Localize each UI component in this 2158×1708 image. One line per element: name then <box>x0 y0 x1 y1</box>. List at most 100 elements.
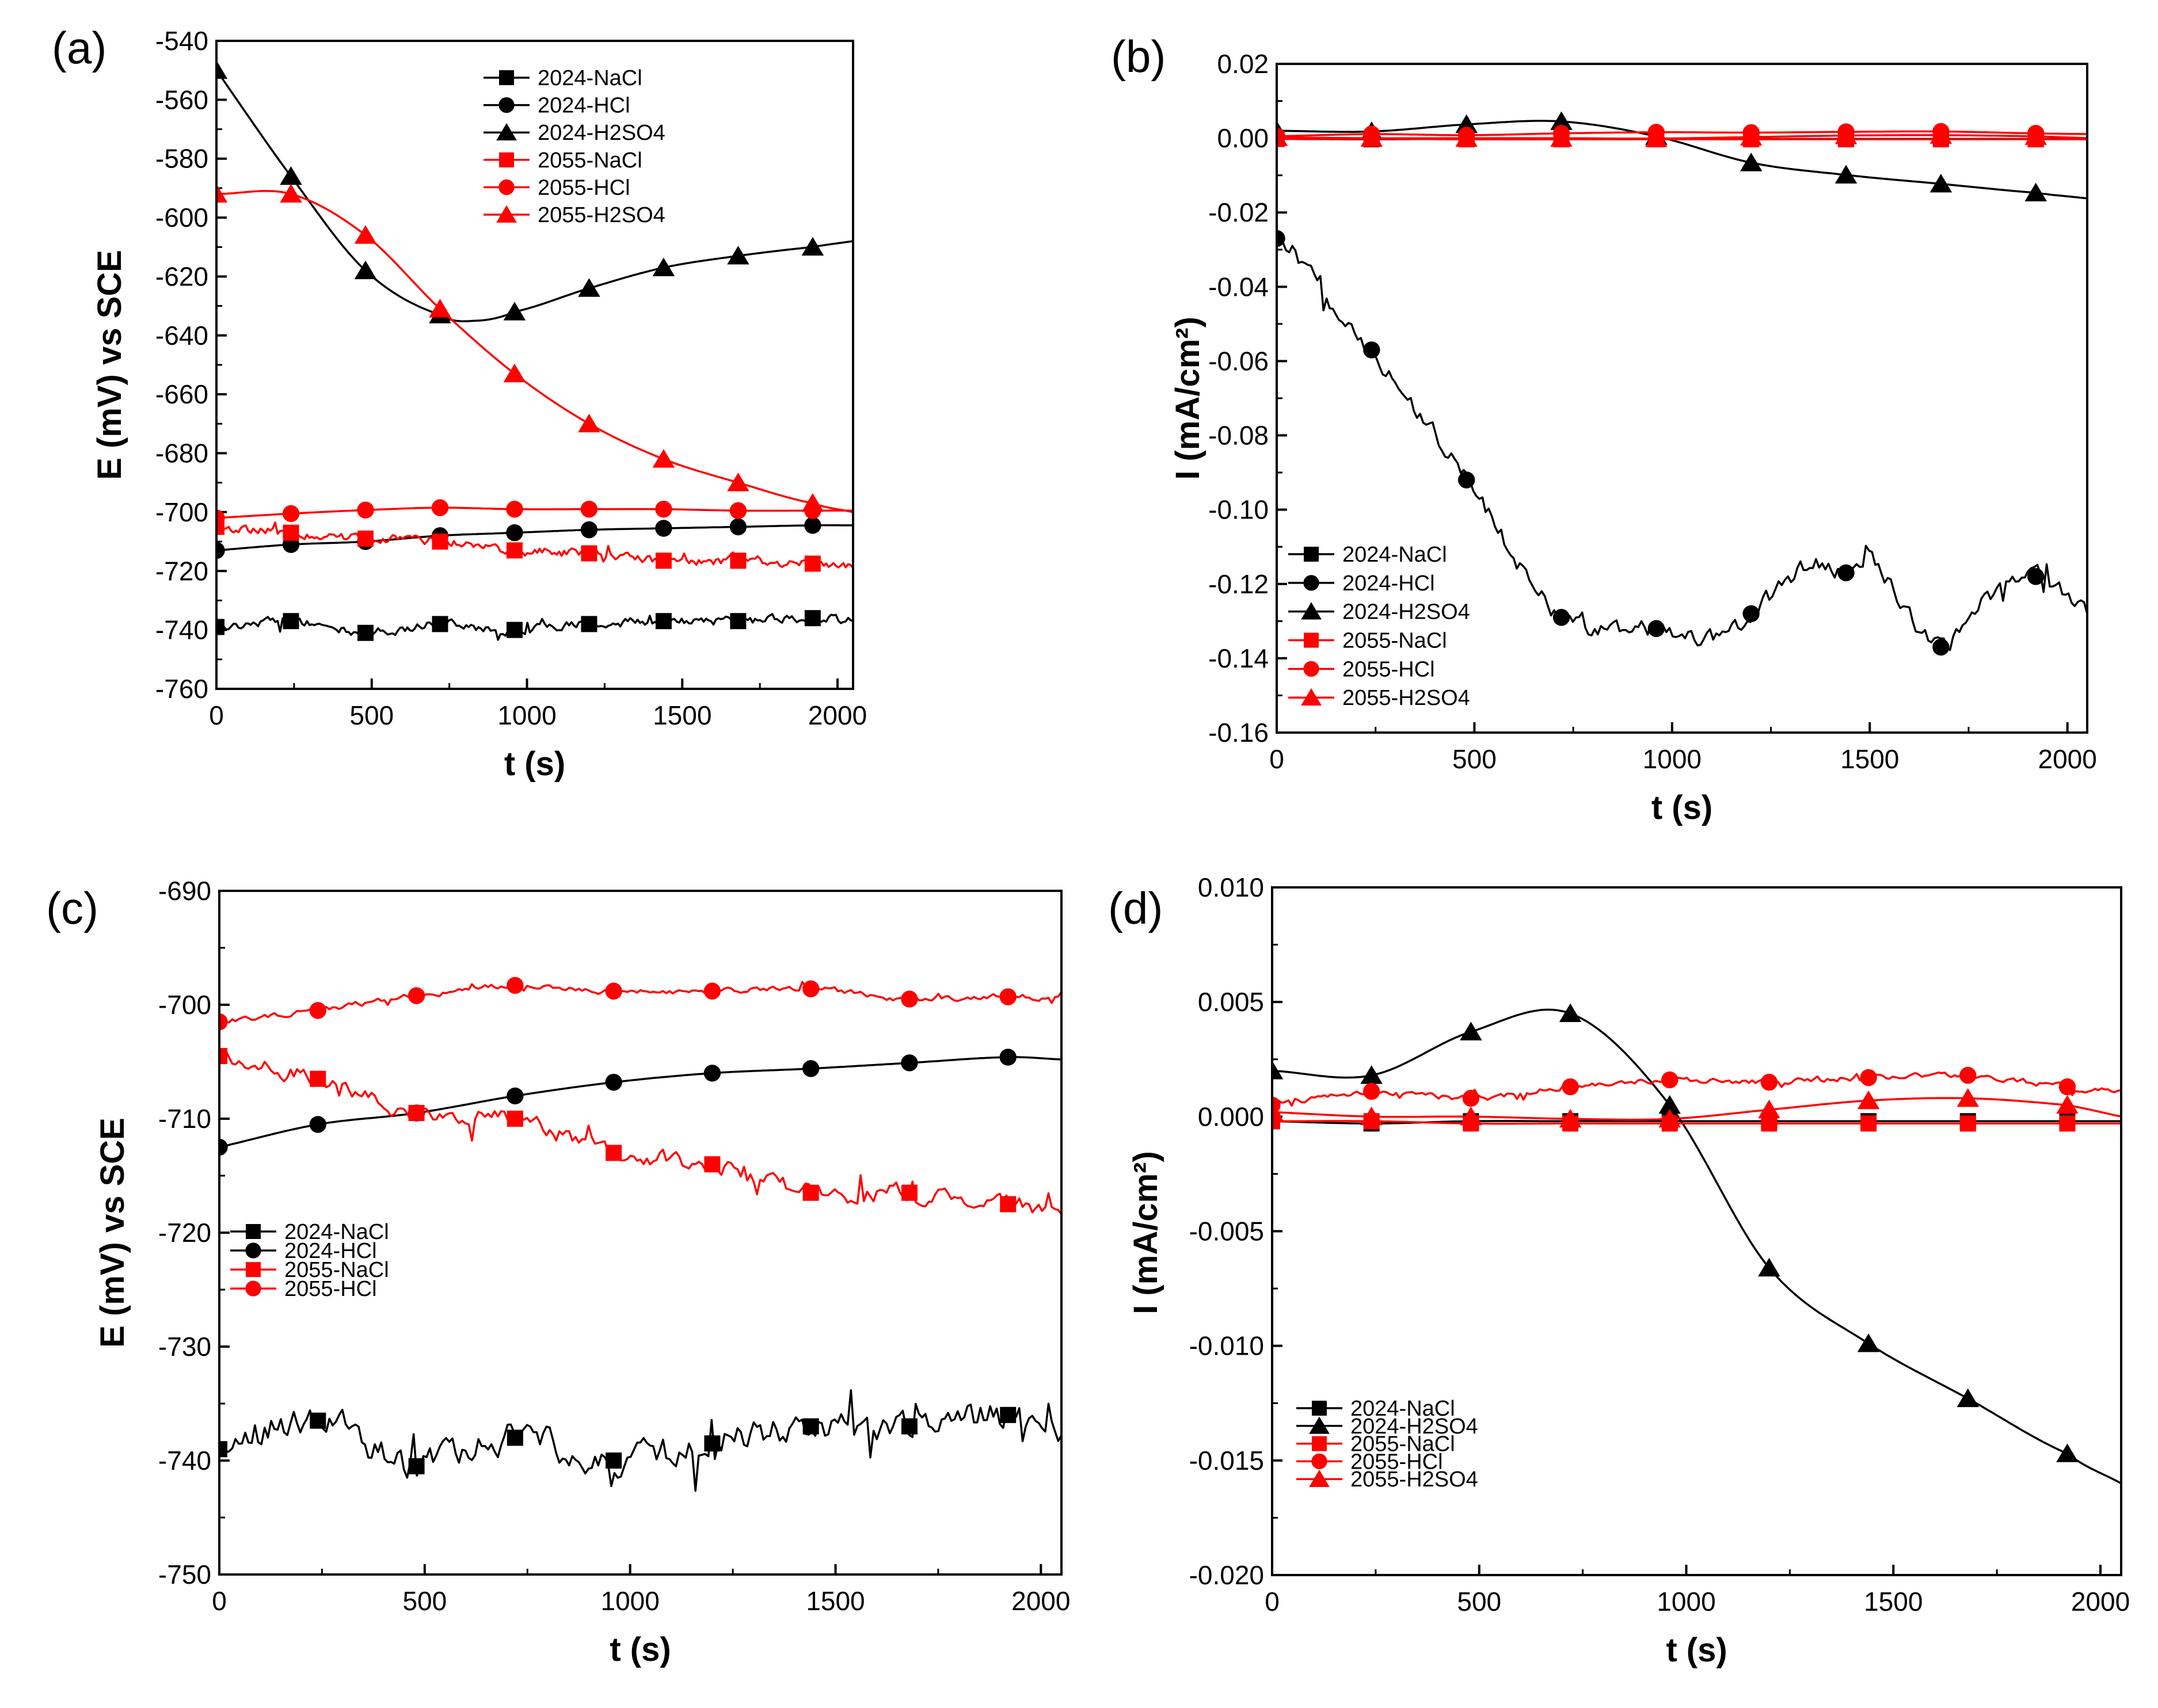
legend-label: 2055-H2SO4 <box>1350 1467 1478 1492</box>
series-line-2055-H2SO4 <box>216 190 853 513</box>
data-point-2024-H2SO4 <box>1957 1388 1980 1408</box>
x-tick-label: 0 <box>209 700 224 730</box>
data-point-2055-HCl <box>2058 1078 2076 1096</box>
data-point-2055-NaCl <box>802 1184 819 1201</box>
legend-marker <box>1303 661 1319 677</box>
legend-item: 2055-HCl <box>230 1277 377 1301</box>
data-point-2055-HCl <box>431 499 449 516</box>
data-point-2055-H2SO4 <box>2024 126 2047 145</box>
legend-label: 2055-HCl <box>538 176 630 200</box>
x-tick-label: 0 <box>1269 744 1284 774</box>
legend-label: 2024-NaCl <box>1342 543 1447 567</box>
x-tick-label: 1000 <box>600 1586 659 1616</box>
data-point-2055-H2SO4 <box>1360 128 1383 147</box>
data-point-2055-NaCl <box>1860 1115 1877 1132</box>
data-point-2024-NaCl <box>802 1418 819 1435</box>
data-point-2024-NaCl <box>581 616 597 632</box>
y-tick-label: -700 <box>155 497 208 527</box>
data-point-2024-NaCl <box>804 610 821 627</box>
y-axis: -750 -740 -730 -720 -710 -700 -690 <box>158 876 230 1589</box>
legend-marker <box>498 179 515 196</box>
legend-marker <box>1301 688 1322 706</box>
panel-d: (d)0 500 1000 1500 2000-0.020-0.015-0.010-0.… <box>1108 872 2130 1669</box>
legend-marker <box>1301 602 1322 620</box>
data-point-2024-HCl <box>1837 564 1855 582</box>
data-point-2055-NaCl <box>901 1184 918 1201</box>
legend-label: 2024-HCl <box>1342 571 1435 596</box>
data-point-2055-HCl <box>901 990 918 1008</box>
data-point-2024-HCl <box>802 1060 820 1077</box>
series-line-2024-H2SO4 <box>1272 1008 2121 1485</box>
y-axis-title: I (mA/cm²) <box>1169 317 1206 480</box>
data-point-2055-NaCl <box>606 1145 622 1161</box>
series-line-2024-H2SO4 <box>1277 120 2087 200</box>
data-point-2055-HCl <box>802 980 820 997</box>
legend-marker <box>1312 1436 1327 1451</box>
series-line-2055-H2SO4 <box>1277 134 2087 140</box>
legend: 2024-NaCl2024-H2SO42055-NaCl2055-HCl2055… <box>1296 1397 1478 1492</box>
y-axis: -0.16 -0.14 -0.12 -0.10 -0.08 -0.06 -0.04 -0.02… <box>1208 49 1287 748</box>
data-point-2055-NaCl <box>283 524 299 541</box>
y-tick-label: -660 <box>155 379 208 409</box>
data-point-2024-NaCl <box>432 616 448 632</box>
data-point-2024-H2SO4 <box>1857 1333 1880 1352</box>
data-point-2024-NaCl <box>655 613 672 630</box>
legend-label: 2024-H2SO4 <box>538 121 665 145</box>
series-group <box>216 60 853 641</box>
legend-item: 2024-HCl <box>230 1239 377 1263</box>
data-point-2024-H2SO4 <box>578 278 600 297</box>
data-point-2055-NaCl <box>2059 1115 2076 1132</box>
legend-label: 2024-H2SO4 <box>1342 600 1470 624</box>
data-point-2055-HCl <box>507 977 524 994</box>
series-line-2055-HCl <box>216 506 853 519</box>
legend-label: 2055-H2SO4 <box>538 203 665 227</box>
data-point-2055-NaCl <box>408 1105 425 1122</box>
plot-frame <box>218 890 1063 1576</box>
y-axis: -760 -740 -720 -700 -680 -660 -640 -620 -600 -580… <box>155 26 227 704</box>
legend: 2024-NaCl 2024-HCl 2024-H2SO4 2055-NaCl 2055… <box>1288 543 1470 710</box>
series-line-2055-HCl <box>219 981 1061 1024</box>
legend: 2024-NaCl 2024-HCl 2024-H2SO4 2055-NaCl 2055… <box>484 66 665 227</box>
x-axis-title: t (s) <box>1651 789 1712 826</box>
y-axis-title: I (mA/cm²) <box>1127 1151 1164 1314</box>
data-point-2024-HCl <box>219 1138 228 1156</box>
legend-item: 2055-H2SO4 <box>1296 1467 1478 1492</box>
panel-c: (c)0 500 1000 1500 2000-750-740-730-720-710-… <box>46 876 1070 1668</box>
y-tick-label: -0.06 <box>1208 346 1269 376</box>
y-tick-label: -0.10 <box>1208 495 1269 525</box>
data-point-2024-HCl <box>1932 638 1950 656</box>
data-point-2024-HCl <box>507 1087 524 1105</box>
data-point-2024-NaCl <box>730 613 747 630</box>
y-tick-label: -680 <box>155 439 208 468</box>
legend-item: 2055-NaCl <box>1288 629 1447 653</box>
data-point-2024-NaCl <box>901 1418 918 1435</box>
legend-item: 2055-H2SO4 <box>484 203 665 227</box>
legend-item: 2055-HCl <box>1296 1450 1443 1474</box>
series-group <box>1277 111 2087 656</box>
y-tick-label: -730 <box>158 1332 211 1362</box>
data-point-2055-H2SO4 <box>429 299 451 318</box>
legend-item: 2024-NaCl <box>484 66 642 90</box>
data-point-2024-H2SO4 <box>1559 1003 1582 1022</box>
y-tick-label: -0.02 <box>1208 197 1269 227</box>
legend-item: 2024-NaCl <box>1288 543 1447 567</box>
series-line-2024-NaCl <box>216 613 853 641</box>
data-point-2055-NaCl <box>219 1048 227 1065</box>
series-line-2024-HCl <box>219 1056 1061 1149</box>
data-point-2024-H2SO4 <box>1272 1061 1284 1080</box>
data-point-2024-H2SO4 <box>1360 1065 1383 1084</box>
data-point-2055-H2SO4 <box>1645 128 1668 147</box>
data-point-2024-H2SO4 <box>1929 174 1953 193</box>
legend-label: 2055-HCl <box>1342 657 1435 681</box>
plot-frame <box>1271 886 2122 1576</box>
legend-marker <box>1304 547 1319 562</box>
data-point-2024-H2SO4 <box>1460 1021 1482 1040</box>
data-point-2055-H2SO4 <box>1277 127 1288 146</box>
data-point-2024-H2SO4 <box>354 260 377 280</box>
data-point-2055-H2SO4 <box>1455 128 1478 147</box>
data-point-2055-HCl <box>1462 1089 1480 1107</box>
y-tick-label: -0.14 <box>1208 643 1269 673</box>
data-point-2024-HCl <box>1363 341 1380 359</box>
data-point-2055-NaCl <box>581 545 597 562</box>
